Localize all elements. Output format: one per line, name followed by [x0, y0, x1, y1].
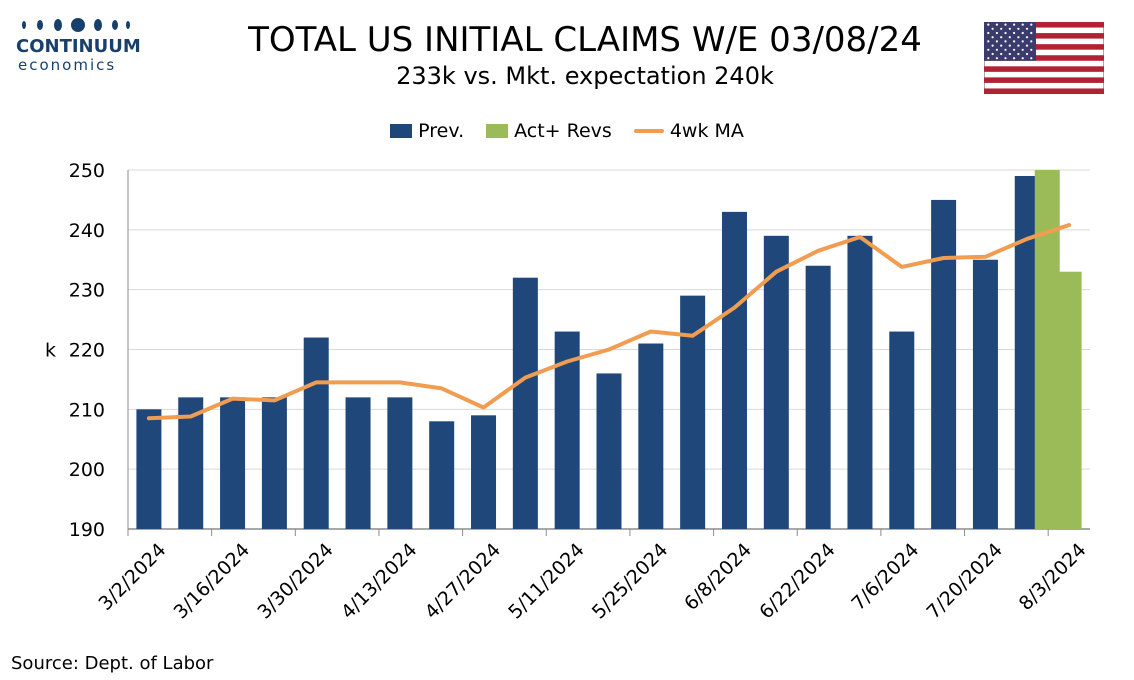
x-tick-label: 5/11/2024	[504, 539, 588, 623]
bar-act-revs	[1034, 170, 1060, 529]
bar-prev	[931, 199, 957, 529]
y-tick-label: 200	[69, 459, 105, 481]
bar-prev	[889, 331, 915, 529]
legend-item-act: Act+ Revs	[486, 120, 612, 142]
x-tick-label: 3/2/2024	[95, 539, 171, 615]
x-tick-label: 6/8/2024	[680, 539, 756, 615]
legend-item-prev: Prev.	[390, 120, 464, 142]
x-tick-label: 4/13/2024	[337, 539, 421, 623]
us-flag-icon	[984, 22, 1104, 94]
logo-dots-icon	[22, 18, 130, 32]
bar-prev	[178, 397, 204, 529]
y-tick-label: 240	[69, 220, 105, 242]
bar-prev	[847, 235, 873, 530]
bar-prev	[471, 415, 497, 529]
logo-subtitle: economics	[18, 56, 117, 74]
legend-swatch-act	[486, 124, 509, 138]
x-tick-label: 6/22/2024	[755, 539, 839, 623]
x-tick-label: 4/27/2024	[421, 539, 505, 623]
bar-prev	[136, 409, 162, 529]
bar-prev	[345, 397, 371, 529]
bar-prev	[763, 235, 789, 530]
x-tick-label: 7/20/2024	[923, 539, 1007, 623]
x-tick-label: 7/6/2024	[847, 539, 923, 615]
bar-prev	[596, 373, 622, 529]
y-tick-label: 210	[69, 399, 105, 421]
chart-title: TOTAL US INITIAL CLAIMS W/E 03/08/24	[248, 20, 922, 60]
bar-act-revs	[1056, 271, 1082, 529]
claims-chart: 190 200 210 220 230 240 250 k 3/2/2024 3/16/2024 3…	[45, 160, 1091, 623]
chart-subtitle: 233k vs. Mkt. expectation 240k	[396, 62, 774, 90]
chart-legend: Prev. Act+ Revs 4wk MA	[0, 120, 1134, 142]
legend-swatch-prev	[390, 124, 413, 138]
bar-prev	[387, 397, 413, 529]
bar-prev	[638, 343, 664, 529]
bar-prev	[972, 259, 998, 529]
y-tick-label: 230	[69, 280, 105, 302]
bar-prev	[805, 265, 831, 529]
ma-line	[146, 223, 1072, 421]
continuum-logo: CONTINUUM economics	[12, 14, 142, 76]
bar-prev	[220, 397, 246, 529]
source-note: Source: Dept. of Labor	[11, 653, 214, 674]
bar-prev	[512, 277, 538, 529]
x-tick-label: 3/30/2024	[253, 539, 337, 623]
bar-prev	[429, 421, 455, 529]
x-tick-label: 3/16/2024	[170, 539, 254, 623]
y-tick-label: 250	[69, 160, 105, 182]
logo-name: CONTINUUM	[16, 36, 141, 57]
y-tick-label: 220	[69, 340, 105, 362]
legend-label-ma: 4wk MA	[669, 120, 744, 142]
legend-label-prev: Prev.	[418, 120, 465, 142]
legend-label-act: Act+ Revs	[514, 120, 612, 142]
y-tick-label: 190	[69, 519, 105, 541]
y-axis-label: k	[45, 340, 56, 362]
bar-prev	[261, 397, 287, 529]
legend-swatch-ma	[633, 129, 664, 133]
x-tick-label: 8/3/2024	[1015, 539, 1091, 615]
bar-prev	[303, 337, 329, 529]
x-tick-label: 5/25/2024	[588, 539, 672, 623]
bar-prev	[721, 211, 747, 529]
legend-item-ma: 4wk MA	[633, 120, 744, 142]
